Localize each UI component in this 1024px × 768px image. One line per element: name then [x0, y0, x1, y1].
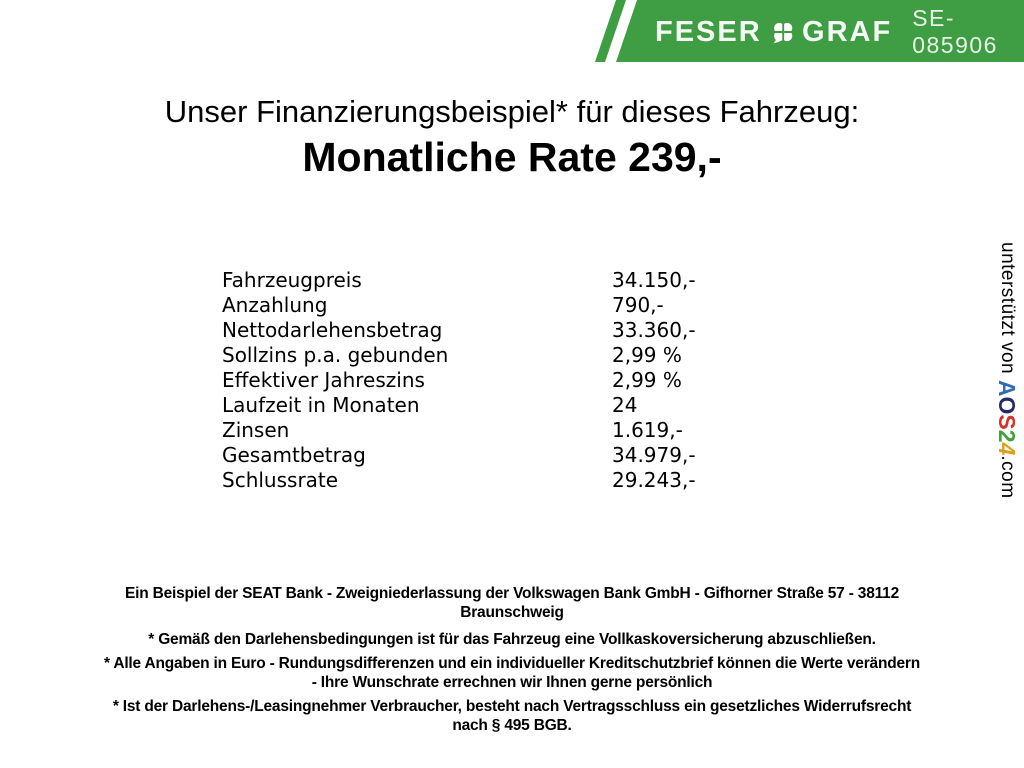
monthly-rate-headline: Monatliche Rate 239,- — [302, 134, 722, 180]
table-row: Zinsen 1.619,- — [222, 418, 762, 443]
table-row: Schlussrate 29.243,- — [222, 468, 762, 493]
table-row: Anzahlung 790,- — [222, 293, 762, 318]
supported-by-sidebar: unterstützt von AOS24.com — [993, 242, 1020, 499]
page-title: Unser Finanzierungsbeispiel* für dieses … — [164, 94, 860, 129]
row-value: 1.619,- — [612, 418, 683, 442]
row-value: 2,99 % — [612, 368, 682, 392]
brand-banner: FESER GRAF SE-085906 — [616, 0, 1024, 62]
row-value: 29.243,- — [612, 468, 696, 492]
euro-disclaimer: * Alle Angaben in Euro - Rundungsdiffere… — [103, 655, 921, 691]
table-row: Laufzeit in Monaten 24 — [222, 393, 762, 418]
row-label: Effektiver Jahreszins — [222, 368, 425, 392]
table-row: Nettodarlehensbetrag 33.360,- — [222, 318, 762, 343]
row-label: Anzahlung — [222, 293, 328, 317]
row-value: 34.979,- — [612, 443, 696, 467]
bank-disclaimer: Ein Beispiel der SEAT Bank - Zweignieder… — [124, 585, 900, 621]
row-value: 33.360,- — [612, 318, 696, 342]
clover-icon — [772, 21, 794, 44]
row-label: Nettodarlehensbetrag — [222, 318, 443, 342]
table-row: Effektiver Jahreszins 2,99 % — [222, 368, 762, 393]
row-label: Laufzeit in Monaten — [222, 393, 420, 417]
row-value: 24 — [612, 393, 638, 417]
finance-table: Fahrzeugpreis 34.150,- Anzahlung 790,- N… — [222, 268, 762, 493]
aos24-domain: .com — [997, 455, 1018, 499]
footer-disclaimers: Ein Beispiel der SEAT Bank - Zweignieder… — [0, 584, 1024, 740]
supported-by-label: unterstützt von — [997, 242, 1018, 380]
row-label: Fahrzeugpreis — [222, 268, 362, 292]
insurance-disclaimer: * Gemäß den Darlehensbedingungen ist für… — [148, 631, 876, 648]
brand-name-feser: FESER — [655, 15, 762, 48]
vehicle-ref-code: SE-085906 — [912, 5, 998, 58]
row-value: 790,- — [612, 293, 664, 317]
aos24-logo: AOS24 — [994, 379, 1020, 456]
row-label: Zinsen — [222, 418, 290, 442]
row-value: 34.150,- — [612, 268, 696, 292]
table-row: Fahrzeugpreis 34.150,- — [222, 268, 762, 293]
row-label: Gesamtbetrag — [222, 443, 366, 467]
table-row: Sollzins p.a. gebunden 2,99 % — [222, 343, 762, 368]
row-label: Schlussrate — [222, 468, 339, 492]
table-row: Gesamtbetrag 34.979,- — [222, 443, 762, 468]
brand-name-graf: GRAF — [802, 15, 893, 48]
row-label: Sollzins p.a. gebunden — [222, 343, 449, 367]
title-block: Unser Finanzierungsbeispiel* für dieses … — [0, 94, 1024, 181]
withdrawal-disclaimer: * Ist der Darlehens-/Leasingnehmer Verbr… — [112, 698, 912, 734]
row-value: 2,99 % — [612, 343, 682, 367]
